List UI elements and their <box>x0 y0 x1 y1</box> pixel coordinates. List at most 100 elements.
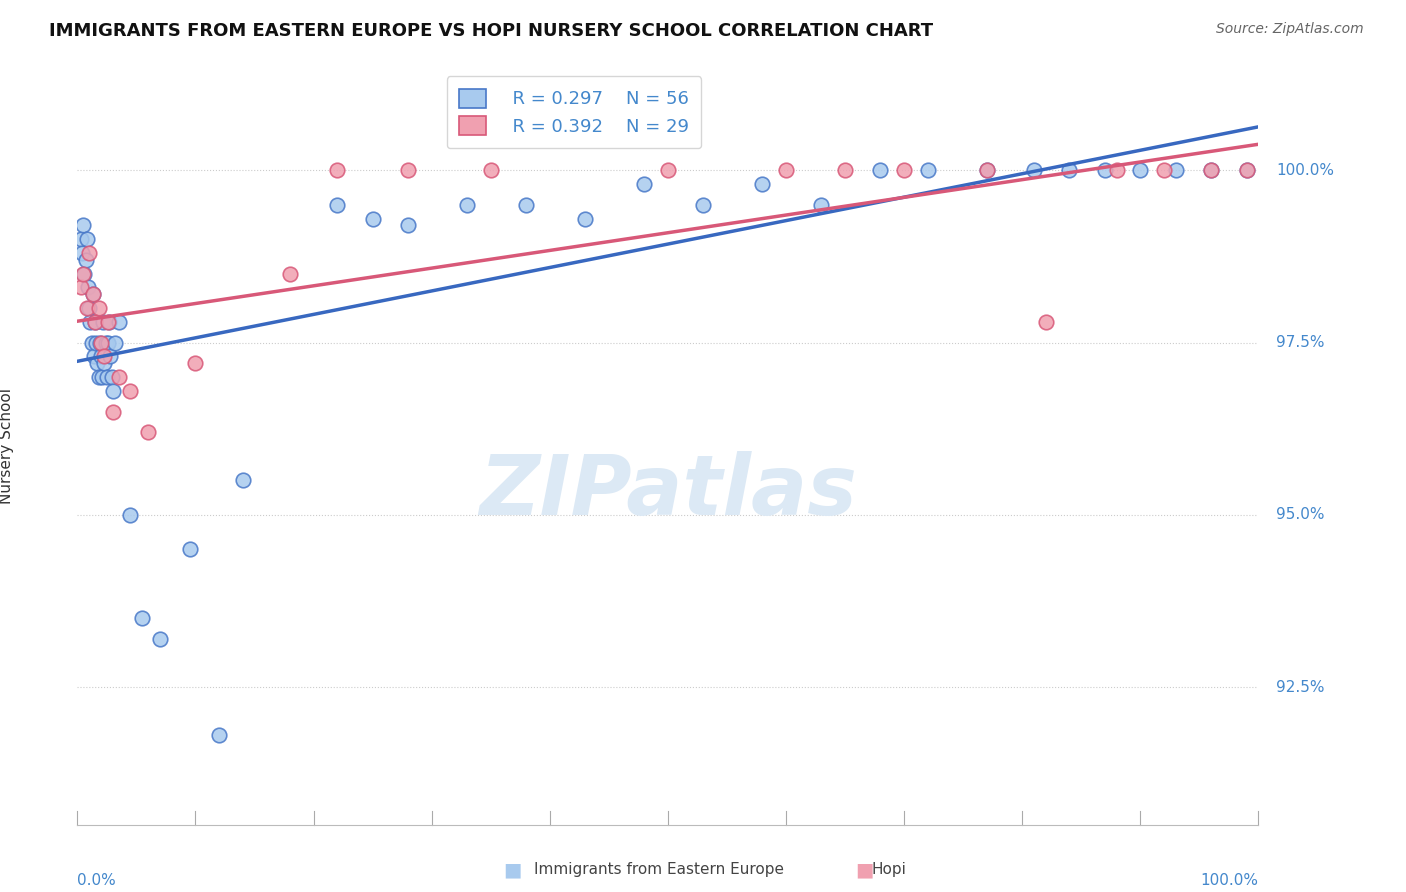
Text: ZIPatlas: ZIPatlas <box>479 451 856 532</box>
Text: ■: ■ <box>503 860 522 880</box>
Text: Immigrants from Eastern Europe: Immigrants from Eastern Europe <box>534 863 785 877</box>
Point <box>917 163 939 178</box>
Point <box>70 232 93 246</box>
Point <box>84 335 107 350</box>
Point <box>94 335 117 350</box>
Point <box>479 163 502 178</box>
Point <box>1236 163 1258 178</box>
Point <box>91 315 114 329</box>
Point <box>90 335 112 350</box>
Point <box>1164 163 1187 178</box>
Point <box>73 267 96 281</box>
Point <box>84 315 107 329</box>
Point <box>515 198 537 212</box>
Point <box>326 198 349 212</box>
Point <box>77 246 100 260</box>
Point <box>120 508 142 522</box>
Point <box>72 219 94 233</box>
Point <box>75 252 97 267</box>
Point <box>396 219 419 233</box>
Point <box>1035 315 1057 329</box>
Point <box>184 356 207 370</box>
Point <box>82 287 104 301</box>
Point <box>136 425 159 440</box>
Point <box>97 335 120 350</box>
Point <box>633 177 655 191</box>
Point <box>89 335 111 350</box>
Text: 0.0%: 0.0% <box>77 873 117 888</box>
Point <box>107 315 129 329</box>
Point <box>692 198 714 212</box>
Point <box>232 474 254 488</box>
Point <box>834 163 856 178</box>
Point <box>120 384 142 398</box>
Point <box>70 280 93 294</box>
Point <box>976 163 998 178</box>
Text: Source: ZipAtlas.com: Source: ZipAtlas.com <box>1216 22 1364 37</box>
Point <box>101 384 124 398</box>
Text: 100.0%: 100.0% <box>1277 163 1334 178</box>
Point <box>100 370 122 384</box>
Text: Hopi: Hopi <box>872 863 907 877</box>
Point <box>149 632 172 646</box>
Point <box>91 370 114 384</box>
Point <box>93 356 115 370</box>
Point <box>1199 163 1222 178</box>
Text: IMMIGRANTS FROM EASTERN EUROPE VS HOPI NURSERY SCHOOL CORRELATION CHART: IMMIGRANTS FROM EASTERN EUROPE VS HOPI N… <box>49 22 934 40</box>
Point <box>1153 163 1175 178</box>
Point <box>72 267 94 281</box>
Point <box>1022 163 1045 178</box>
Point <box>98 315 121 329</box>
Point <box>893 163 915 178</box>
Point <box>810 198 832 212</box>
Point <box>574 211 596 226</box>
Point <box>77 301 100 315</box>
Text: 97.5%: 97.5% <box>1277 335 1324 350</box>
Text: 92.5%: 92.5% <box>1277 680 1324 695</box>
Point <box>77 280 100 294</box>
Point <box>1105 163 1128 178</box>
Text: 95.0%: 95.0% <box>1277 508 1324 523</box>
Point <box>278 267 301 281</box>
Point <box>326 163 349 178</box>
Point <box>76 301 98 315</box>
Point <box>179 542 201 557</box>
Point <box>83 350 105 364</box>
Point <box>84 315 107 329</box>
Point <box>80 335 103 350</box>
Point <box>775 163 797 178</box>
Point <box>1059 163 1081 178</box>
Point <box>82 287 104 301</box>
Point <box>208 729 231 743</box>
Point <box>869 163 891 178</box>
Point <box>976 163 998 178</box>
Point <box>1236 163 1258 178</box>
Legend:   R = 0.297    N = 56,   R = 0.392    N = 29: R = 0.297 N = 56, R = 0.392 N = 29 <box>447 76 702 148</box>
Point <box>97 315 120 329</box>
Point <box>93 350 115 364</box>
Point <box>396 163 419 178</box>
Point <box>107 370 129 384</box>
Point <box>1129 163 1152 178</box>
Point <box>87 301 110 315</box>
Point <box>131 611 153 625</box>
Point <box>104 335 127 350</box>
Point <box>86 356 108 370</box>
Point <box>101 404 124 418</box>
Point <box>657 163 679 178</box>
Point <box>100 350 122 364</box>
Point <box>76 232 98 246</box>
Point <box>751 177 773 191</box>
Point <box>1199 163 1222 178</box>
Point <box>361 211 384 226</box>
Point <box>90 350 112 364</box>
Point <box>70 246 93 260</box>
Point <box>456 198 478 212</box>
Text: 100.0%: 100.0% <box>1201 873 1258 888</box>
Point <box>1094 163 1116 178</box>
Point <box>87 370 110 384</box>
Point <box>96 370 118 384</box>
Point <box>79 315 101 329</box>
Text: Nursery School: Nursery School <box>0 388 14 504</box>
Text: ■: ■ <box>855 860 873 880</box>
